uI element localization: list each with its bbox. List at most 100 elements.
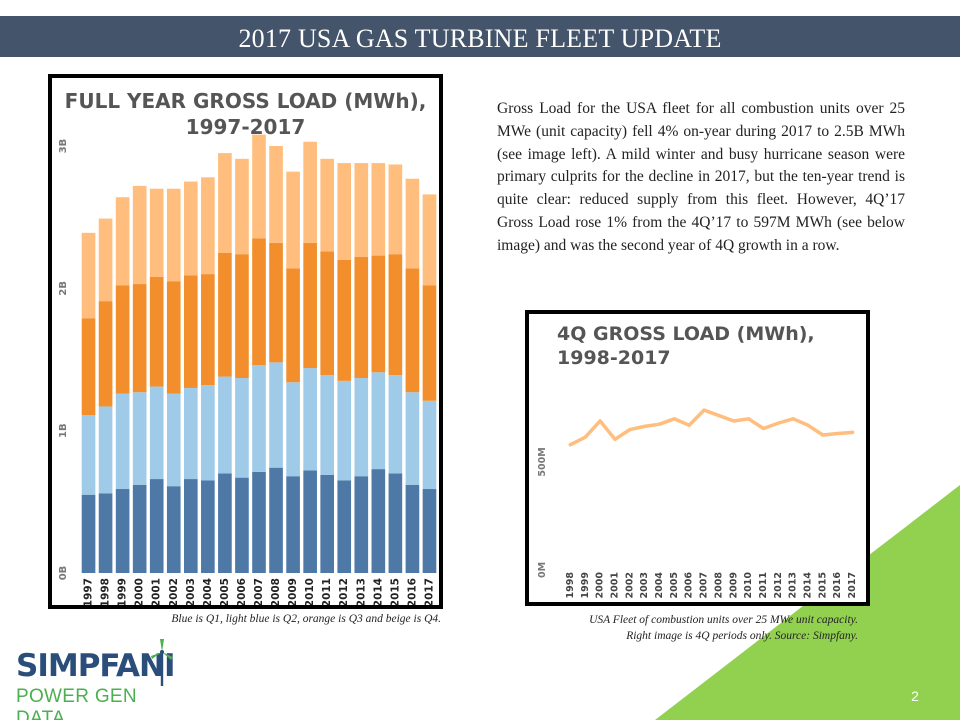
chart1-xtick-label: 2008 <box>270 578 282 605</box>
chart1-bar-q3-2002 <box>166 281 181 394</box>
chart2-point-1998 <box>568 443 573 447</box>
chart2-xtick-label: 2006 <box>684 572 695 599</box>
chart1-bar-q3-2011 <box>320 251 335 376</box>
chart1-bar-q4-2005 <box>218 153 232 253</box>
chart1-bar-q2-2007 <box>252 365 266 472</box>
chart1-bar-q2-1998 <box>98 406 113 494</box>
chart2-xtick-label: 2015 <box>817 572 828 598</box>
chart2-caption: USA Fleet of combustion units over 25 MW… <box>520 612 858 644</box>
chart2-caption-line1: USA Fleet of combustion units over 25 MW… <box>589 614 858 626</box>
logo-wordmark: SIMPFANI <box>16 648 176 684</box>
chart1-xtick-label: 2015 <box>389 578 401 605</box>
chart1-bar-q2-2006 <box>235 378 249 478</box>
chart1-xtick-label: 1999 <box>117 578 129 605</box>
chart1-bar-q4-2004 <box>201 177 215 275</box>
chart1-bar-q1-2002 <box>166 486 181 573</box>
chart1-bar-q2-2004 <box>201 385 215 481</box>
chart1-bar-q1-2010 <box>303 470 317 573</box>
chart1-bar-q1-2009 <box>286 476 300 573</box>
chart1-bar-q3-2016 <box>405 268 420 393</box>
chart1-bar-q3-2005 <box>218 252 232 377</box>
chart1-bar-q2-2012 <box>337 380 352 481</box>
chart1-bar-q2-2002 <box>166 393 181 487</box>
chart1-bar-q3-2017 <box>422 285 437 401</box>
chart2-plot: 0M 500M 1998 1999 2000 2001 2002 2003 2004 2005 20… <box>537 408 858 599</box>
chart2-xtick-label: 2003 <box>639 572 650 598</box>
chart1-bar-q1-1999 <box>115 489 130 573</box>
chart1-bar-q2-2000 <box>132 392 147 485</box>
chart1-bar-q3-2007 <box>252 238 266 366</box>
full-year-gross-load-chart: FULL YEAR GROSS LOAD (MWh), 1997-2017 0B… <box>48 74 443 609</box>
chart2-point-2006 <box>687 423 691 427</box>
chart1-bar-q3-2006 <box>235 254 249 379</box>
chart1-bar-q3-2010 <box>303 242 317 369</box>
chart1-bar-q1-2005 <box>218 473 232 573</box>
chart1-bar-q3-2009 <box>286 268 300 383</box>
chart2-point-1999 <box>583 435 587 439</box>
chart2-point-2003 <box>643 424 647 428</box>
chart1-bar-q1-2012 <box>337 480 352 573</box>
chart1-bar-q4-2007 <box>252 134 266 239</box>
chart2-point-2007 <box>702 408 706 412</box>
chart1-bar-q4-2012 <box>337 163 352 260</box>
chart1-bar-q3-2003 <box>183 275 198 388</box>
chart2-xtick-label: 2013 <box>788 572 799 598</box>
chart1-bar-q2-2015 <box>388 375 403 474</box>
chart1-bar-q4-2006 <box>235 158 249 255</box>
chart1-bar-q2-2005 <box>218 376 232 474</box>
chart1-xtick-label: 2002 <box>168 578 180 605</box>
logo-subtitle: POWER GEN DATA <box>16 686 137 720</box>
chart1-bar-q4-2014 <box>371 163 386 256</box>
chart1-bar-q4-2008 <box>269 146 283 243</box>
chart1-bar-q3-1999 <box>115 285 130 394</box>
chart1-bar-q3-2014 <box>371 255 386 373</box>
chart2-xtick-label: 2014 <box>803 572 814 599</box>
chart1-bar-q3-2013 <box>354 257 369 379</box>
chart1-bar-q1-2015 <box>388 473 403 573</box>
wind-turbine-icon <box>151 639 173 686</box>
chart1-xtick-label: 2005 <box>219 578 231 605</box>
chart1-title-line2: 1997-2017 <box>185 115 306 139</box>
chart1-bar-q3-1997 <box>81 318 96 416</box>
chart1-bar-q3-1998 <box>98 301 113 407</box>
chart2-xtick-label: 2007 <box>699 572 710 598</box>
chart2-xtick-label: 2011 <box>758 572 769 598</box>
chart1-bar-q1-2017 <box>422 489 437 573</box>
chart2-xtick-label: 2016 <box>832 572 843 599</box>
chart1-xtick-label: 2006 <box>236 578 248 605</box>
chart1-bar-q4-2009 <box>286 171 300 269</box>
chart1-title: FULL YEAR GROSS LOAD (MWh), 1997-2017 <box>52 88 439 140</box>
chart1-plot: 0B 1B 2B 3B 1997 1998 1999 2000 2001 2002 2003 2004… <box>58 134 437 605</box>
chart2-point-2013 <box>791 417 795 421</box>
chart2-xtick-label: 2012 <box>773 572 784 598</box>
chart1-xtick-label: 2010 <box>304 578 316 605</box>
chart2-xtick-label: 2004 <box>654 572 665 599</box>
chart2-ytick-label: 0M <box>537 562 548 578</box>
chart1-bar-q1-2011 <box>320 474 335 573</box>
chart1-bar-q3-2008 <box>269 242 283 363</box>
chart2-point-2004 <box>657 422 662 426</box>
body-paragraph: Gross Load for the USA fleet for all com… <box>497 100 905 254</box>
chart1-bar-q1-2004 <box>201 480 215 573</box>
chart1-bar-q1-2001 <box>149 479 164 573</box>
chart2-point-2017 <box>850 430 855 435</box>
chart1-ytick-label: 3B <box>58 139 69 154</box>
chart1-xtick-label: 2017 <box>423 578 435 605</box>
chart2-series-line <box>568 408 855 447</box>
chart1-bar-q1-2006 <box>235 477 249 573</box>
chart1-bar-q2-2008 <box>269 362 283 468</box>
page-number: 2 <box>911 688 919 704</box>
chart1-bar-q1-1998 <box>98 493 113 573</box>
chart1-bar-q2-2016 <box>405 392 420 485</box>
chart2-point-2015 <box>821 433 825 437</box>
chart1-bar-q2-1999 <box>115 393 130 490</box>
chart2-xtick-label: 2010 <box>743 572 754 599</box>
chart1-bar-q4-1999 <box>115 197 130 286</box>
chart1-ytick-label: 2B <box>58 281 69 296</box>
chart1-bar-q2-2011 <box>320 375 335 475</box>
chart1-xtick-label: 2000 <box>134 578 146 605</box>
chart1-bar-q4-2003 <box>183 181 198 276</box>
chart1-xtick-label: 1997 <box>83 578 95 605</box>
chart2-point-2011 <box>761 426 766 431</box>
chart1-bar-q4-2001 <box>149 188 164 277</box>
